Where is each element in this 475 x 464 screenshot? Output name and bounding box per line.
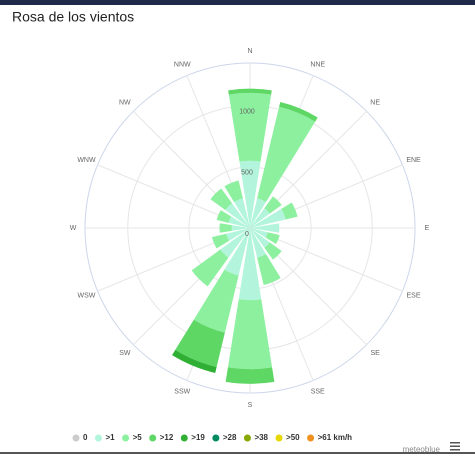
wind-sector xyxy=(229,93,271,162)
legend-marker xyxy=(181,435,188,442)
direction-label: NW xyxy=(119,100,131,107)
wind-sector xyxy=(226,367,275,383)
legend-marker xyxy=(149,435,156,442)
credit: meteoblue xyxy=(403,445,441,454)
direction-label: WNW xyxy=(77,157,96,164)
direction-label: SSE xyxy=(311,388,325,395)
legend-label: >1 xyxy=(105,433,115,442)
direction-label: E xyxy=(425,225,430,232)
top-bar xyxy=(0,0,475,5)
direction-label: S xyxy=(248,402,253,409)
legend-label: >19 xyxy=(191,433,205,442)
direction-label: SW xyxy=(119,350,131,357)
legend-label: >5 xyxy=(133,433,143,442)
direction-label: SSW xyxy=(174,388,190,395)
direction-label: N xyxy=(247,48,252,55)
wind-sector xyxy=(219,223,231,233)
wind-sector xyxy=(228,299,272,369)
legend-label: >38 xyxy=(254,433,268,442)
direction-label: WSW xyxy=(78,293,96,300)
legend-label: >12 xyxy=(160,433,174,442)
legend-marker xyxy=(276,435,283,442)
y-tick-label: 0 xyxy=(245,231,249,238)
legend-marker xyxy=(212,435,219,442)
legend-marker xyxy=(307,435,314,442)
y-tick-label: 500 xyxy=(241,170,253,177)
wind-sector xyxy=(257,254,281,285)
direction-label: SE xyxy=(370,350,380,357)
legend-label: >28 xyxy=(223,433,237,442)
legend-label: >61 km/h xyxy=(318,433,353,442)
legend-marker xyxy=(95,435,102,442)
legend-marker xyxy=(122,435,129,442)
legend-label: 0 xyxy=(83,433,88,442)
direction-label: NNW xyxy=(174,61,191,68)
direction-label: ENE xyxy=(406,157,421,164)
legend-label: >50 xyxy=(286,433,300,442)
direction-label: W xyxy=(70,225,77,232)
direction-label: NNE xyxy=(310,61,325,68)
chart-title: Rosa de los vientos xyxy=(12,9,134,25)
legend-marker xyxy=(73,435,80,442)
y-tick-label: 1000 xyxy=(239,109,255,116)
direction-label: ESE xyxy=(407,293,421,300)
legend-marker xyxy=(244,435,251,442)
menu-icon[interactable] xyxy=(450,442,460,451)
direction-label: NE xyxy=(370,100,380,107)
